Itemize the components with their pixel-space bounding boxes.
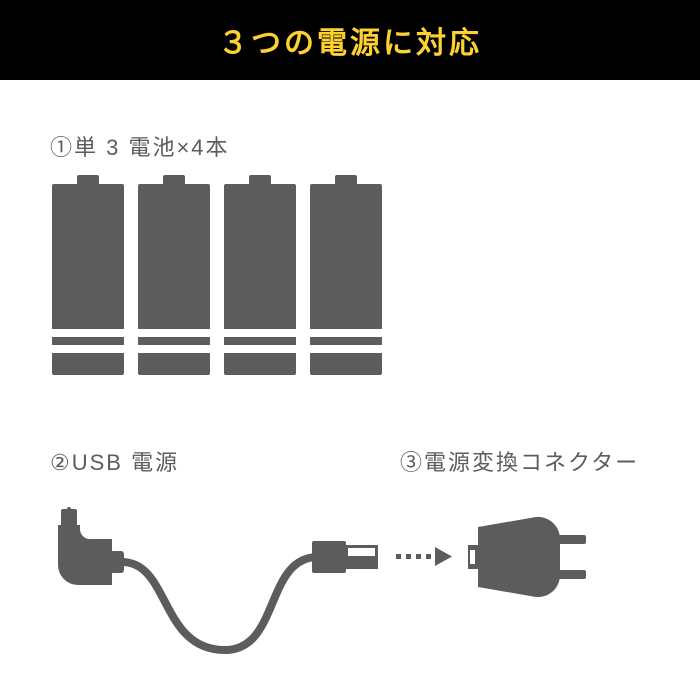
header-title: ３つの電源に対応 (218, 18, 482, 62)
header-bar: ３つの電源に対応 (0, 0, 700, 80)
label-adapter: ③電源変換コネクター (400, 445, 639, 477)
wall-adapter-icon (468, 517, 586, 597)
power-connectors-row (50, 495, 650, 665)
usb-a-plug-icon (312, 541, 378, 573)
label-batteries: ①単 3 電池×4本 (50, 130, 230, 162)
battery-icon (310, 175, 382, 375)
battery-icon (138, 175, 210, 375)
dc-plug-icon (58, 507, 124, 585)
arrow-icon (396, 547, 452, 566)
label-usb: ②USB 電源 (50, 445, 179, 477)
battery-icon (52, 175, 124, 375)
usb-cable-icon (122, 557, 318, 650)
battery-icon (224, 175, 296, 375)
batteries-group (52, 175, 382, 375)
